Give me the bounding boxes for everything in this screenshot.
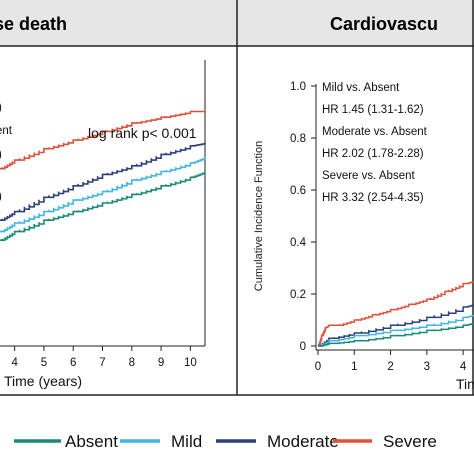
right-header-strip — [237, 0, 474, 46]
left-series-moderate — [0, 142, 206, 221]
left-x-axis-label: Time (years) — [4, 373, 82, 389]
left-x-ticks: 4 5 6 7 8 9 10 — [11, 346, 197, 369]
right-y-tick-label: 0.4 — [290, 237, 307, 249]
left-panel-title: se death — [0, 14, 67, 34]
right-y-tick-label: 0.8 — [290, 133, 306, 145]
logrank-annotation: log rank p< 0.001 — [88, 125, 197, 141]
right-y-axis-label: Cumulative Incidence Function — [253, 141, 265, 291]
left-series-mild — [0, 157, 206, 233]
right-x-tick-label: 2 — [387, 361, 393, 373]
right-series-severe — [317, 281, 474, 347]
right-y-ticks: 0 0.2 0.4 0.6 0.8 1.0 — [290, 81, 316, 353]
left-partial-annotation-3: ) — [0, 149, 2, 161]
right-x-ticks: 0 1 2 3 4 — [315, 350, 467, 373]
hr-annotation-2: HR 1.45 (1.31-1.62) — [322, 104, 424, 116]
legend-label-severe: Severe — [383, 432, 437, 451]
left-partial-annotation-2: ent — [0, 125, 13, 137]
right-series-absent — [318, 322, 474, 347]
left-x-tick-label: 8 — [129, 357, 135, 369]
left-x-tick-label: 4 — [11, 357, 18, 369]
right-x-axis-label: Tim — [456, 376, 474, 392]
legend-label-absent: Absent — [65, 432, 118, 451]
hr-annotation-4: HR 2.02 (1.78-2.28) — [322, 148, 424, 160]
hr-annotation-5: Severe vs. Absent — [322, 170, 415, 182]
left-series-severe — [0, 110, 205, 170]
left-x-tick-label: 5 — [41, 357, 47, 369]
right-series-lines — [317, 281, 474, 347]
left-series-lines — [0, 110, 206, 241]
left-x-tick-label: 6 — [70, 357, 76, 369]
right-x-tick-label: 4 — [460, 361, 467, 373]
legend-label-mild: Mild — [171, 432, 202, 451]
hr-annotation-3: Moderate vs. Absent — [322, 126, 428, 138]
hr-annotation-1: Mild vs. Absent — [322, 82, 400, 94]
right-series-mild — [318, 314, 474, 347]
right-x-tick-label: 0 — [315, 361, 321, 373]
legend-label-moderate: Moderate — [267, 432, 339, 451]
left-header-strip — [0, 0, 237, 46]
right-y-tick-label: 0 — [300, 341, 306, 353]
right-panel-title: Cardiovascu — [330, 14, 438, 34]
right-x-tick-label: 1 — [351, 361, 357, 373]
left-x-tick-label: 9 — [158, 357, 164, 369]
right-x-tick-label: 3 — [424, 361, 430, 373]
legend: Absent Mild Moderate Severe — [14, 432, 437, 451]
left-x-tick-label: 7 — [99, 357, 105, 369]
right-chart: 0 0.2 0.4 0.6 0.8 1.0 0 1 2 3 4 Cumulative Incide… — [253, 81, 474, 392]
left-partial-annotation-4: ) — [0, 191, 2, 203]
left-chart: 4 5 6 7 8 9 10 Time (years) log rank p< 0.001 … — [0, 60, 206, 389]
right-y-tick-label: 0.6 — [290, 185, 306, 197]
right-y-tick-label: 1.0 — [290, 81, 306, 93]
left-series-absent — [0, 171, 206, 241]
right-y-tick-label: 0.2 — [290, 289, 306, 301]
left-x-tick-label: 10 — [184, 357, 197, 369]
right-series-moderate — [318, 304, 474, 347]
hr-annotation-6: HR 3.32 (2.54-4.35) — [322, 192, 424, 204]
left-partial-annotation-1: ) — [0, 102, 2, 114]
